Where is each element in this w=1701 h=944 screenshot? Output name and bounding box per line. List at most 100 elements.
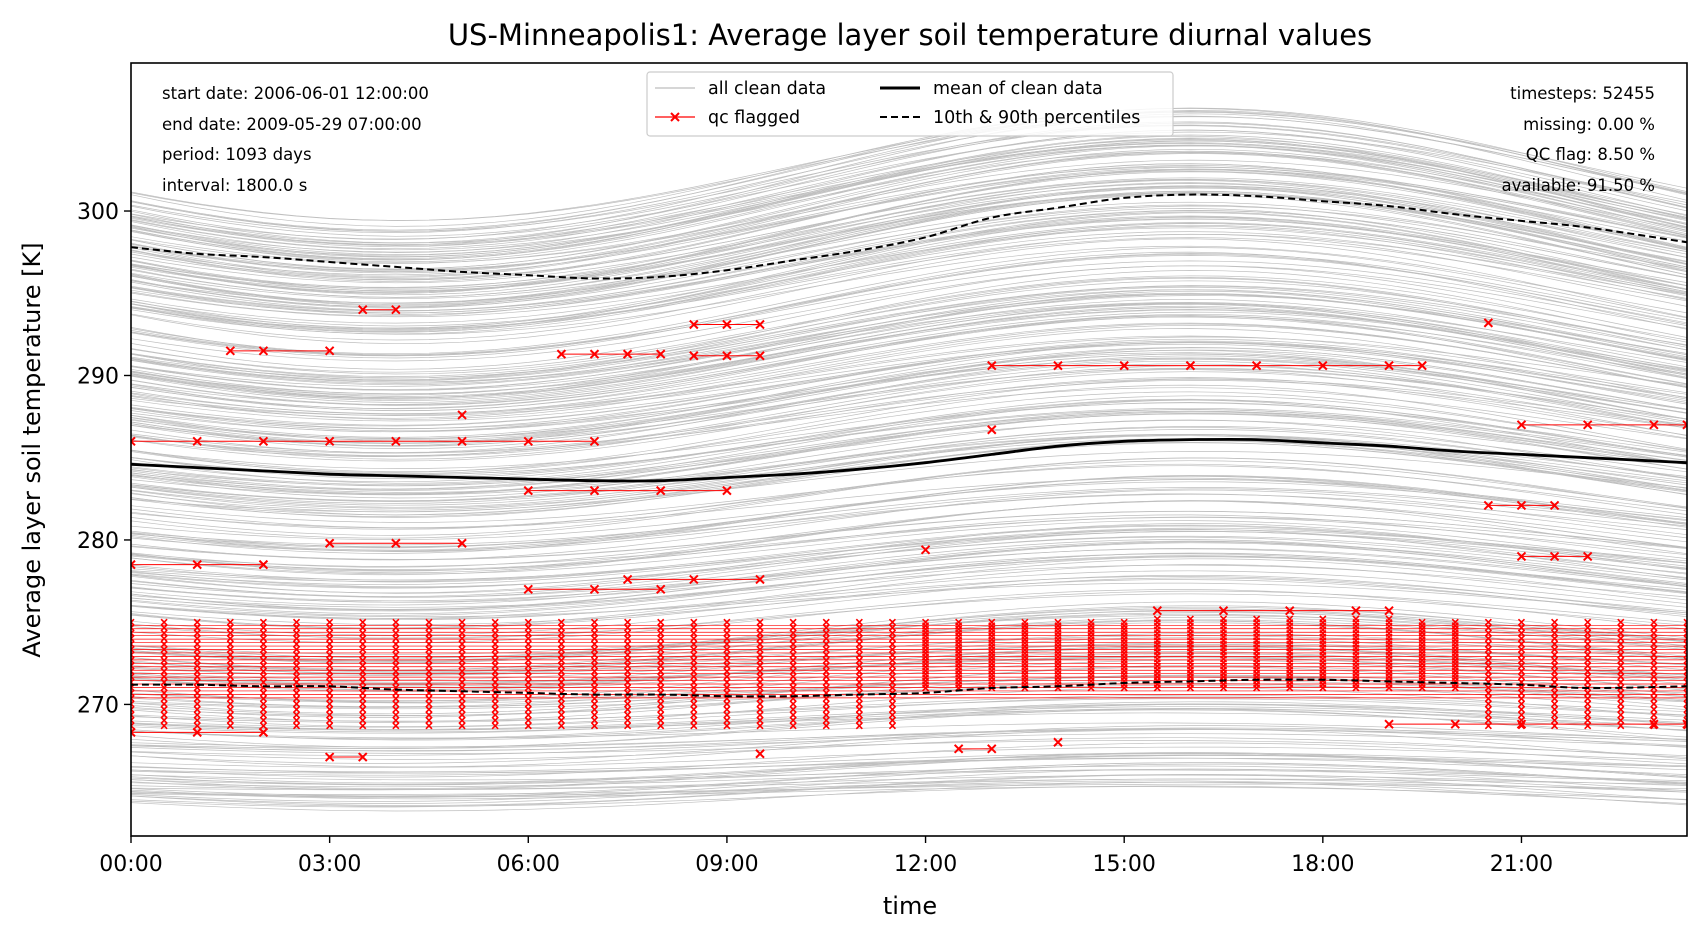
qc-band-marker [359,722,367,730]
qc-flagged-point [131,727,136,738]
qc-band-marker [1683,629,1687,637]
qc-band-marker [131,624,135,632]
qc-band-marker [326,618,334,626]
qc-band-marker [359,689,367,697]
clean-data-line [131,785,1687,807]
qc-band-marker [160,618,168,626]
qc-flagged-point [589,349,600,359]
qc-band-marker [193,722,201,730]
qc-band-marker [292,694,301,703]
qc-band-marker [326,700,334,708]
qc-band-marker [590,705,599,714]
qc-band-marker [131,667,135,675]
qc-band-marker [1584,651,1592,659]
qc-band-marker [425,645,433,654]
clean-data-line [131,205,1687,304]
qc-band-marker [425,634,433,643]
qc-band-marker [1517,629,1526,637]
qc-band-marker [292,716,301,724]
qc-band-marker [690,662,698,670]
qc-band-marker [822,656,830,664]
qc-flagged-point [1053,737,1063,747]
qc-band-marker [359,705,367,714]
qc-band-marker [723,651,731,659]
qc-band-marker [226,651,234,659]
qc-flagged-point [457,538,467,548]
clean-data-line [131,541,1687,611]
clean-data-line [131,540,1687,603]
qc-flagged-point [556,349,567,359]
qc-band-marker [193,645,201,654]
legend: all clean data qc flagged mean of clean … [646,71,1174,137]
qc-band-marker [259,700,267,708]
qc-band-marker [888,705,897,714]
qc-band-marker [723,640,731,648]
qc-band-marker [590,634,599,643]
qc-band-marker [1617,678,1625,686]
qc-band-marker [1551,667,1559,675]
clean-data-line [131,493,1687,548]
percentile-90-line [131,193,1687,280]
qc-band-marker [292,673,301,681]
qc-flagged-point [987,744,997,754]
qc-band-marker [1551,700,1559,708]
clean-data-line [131,740,1687,757]
qc-band-marker [259,716,267,724]
qc-band-marker [131,700,135,708]
qc-band-marker [1352,615,1360,623]
qc-band-marker [292,634,301,643]
clean-data-line [131,589,1687,640]
qc-band-marker [789,700,797,708]
clean-data-line [131,536,1687,588]
stat-period: period: 1093 days [162,145,312,164]
clean-data-line [131,139,1687,244]
clean-data-line [131,121,1687,244]
qc-band-marker [756,618,764,626]
x-tick-label: 15:00 [1092,852,1155,877]
qc-band-marker [855,711,863,719]
qc-band-marker [1683,645,1687,654]
clean-data-line [131,253,1687,357]
qc-band-marker [226,645,234,654]
qc-band-marker [160,716,168,724]
qc-band-marker [822,684,830,692]
qc-band-marker [690,618,698,626]
qc-band-marker [690,684,698,692]
qc-flagged-point [987,425,997,435]
clean-data-line [131,528,1687,594]
qc-band-marker [690,700,698,708]
qc-band-marker [491,656,499,664]
qc-band-marker [292,678,301,686]
qc-band-marker [458,651,466,659]
clean-data-line [131,145,1687,263]
qc-band-marker [557,624,565,632]
qc-flagged-point [1549,551,1560,562]
qc-band-marker [160,694,168,703]
qc-band-marker [822,662,830,670]
qc-band-marker [193,656,201,664]
qc-band-marker [359,629,367,637]
clean-data-line [131,285,1687,382]
y-tick-label: 290 [77,364,119,389]
qc-band-marker [1551,640,1559,648]
qc-band-marker [326,673,334,681]
qc-band-marker [590,618,599,626]
qc-band-marker [1517,673,1526,681]
clean-data-line [131,225,1687,335]
qc-band-marker [491,700,499,708]
qc-band-marker [259,694,267,703]
qc-band-marker [259,651,267,659]
clean-data-line [131,610,1687,659]
qc-band-marker [425,662,433,670]
qc-band-marker [1683,651,1687,659]
qc-band-marker [888,711,897,719]
qc-band-marker [524,634,532,643]
clean-data-line [131,322,1687,411]
qc-band-marker [1484,684,1492,692]
qc-band-marker [1551,662,1559,670]
clean-data-line [131,516,1687,567]
clean-data-line [131,315,1687,406]
qc-flagged-point [324,436,335,446]
qc-band-marker [392,711,400,719]
qc-band-marker [888,667,897,675]
